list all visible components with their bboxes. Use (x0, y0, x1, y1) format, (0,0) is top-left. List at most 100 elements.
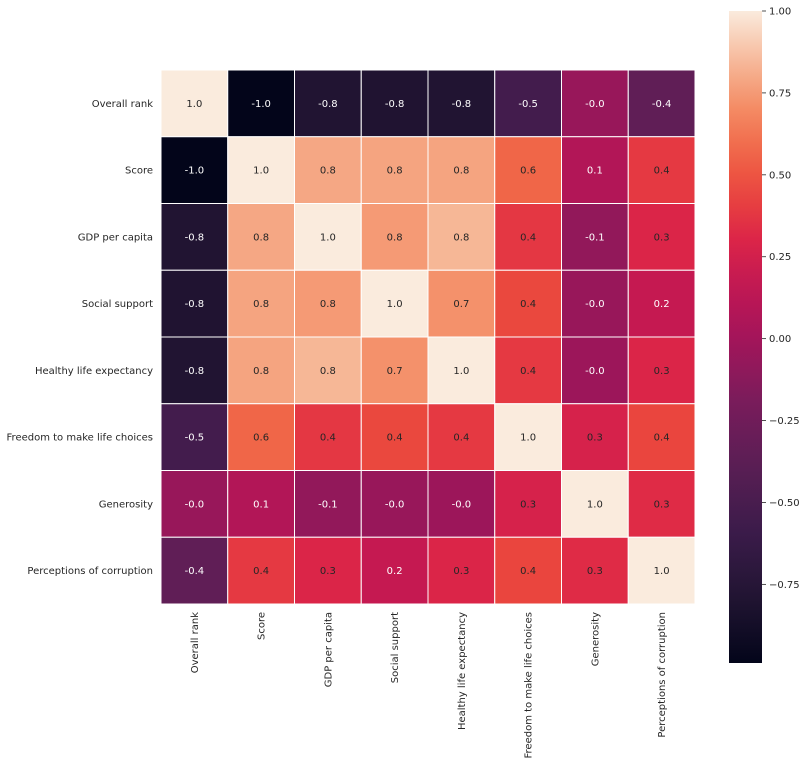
cell-annotation: 0.7 (453, 299, 469, 310)
cell-annotation: 0.3 (453, 566, 469, 577)
cell-annotation: 0.3 (320, 566, 336, 577)
cell-annotation: 0.3 (654, 366, 670, 377)
cell-annotation: 0.4 (453, 433, 469, 444)
x-tick-label: Overall rank (190, 612, 201, 673)
cell-annotation: 1.0 (186, 99, 202, 110)
y-tick-label: Overall rank (92, 99, 153, 110)
cell-annotation: -0.0 (452, 499, 472, 510)
x-tick-label: GDP per capita (323, 612, 334, 687)
cell-annotation: 0.1 (253, 499, 269, 510)
y-tick-label: Generosity (99, 499, 153, 510)
cell-annotation: 0.3 (654, 232, 670, 243)
colorbar-tick-label: 0.75 (769, 88, 791, 99)
heatmap-cell (627, 470, 696, 538)
cell-annotation: 0.3 (654, 499, 670, 510)
cell-annotation: 1.0 (587, 499, 603, 510)
colorbar-tick-label: 0.25 (769, 252, 791, 263)
heatmap-cell (227, 536, 295, 605)
heatmap-cell (294, 403, 362, 471)
cell-annotation: -0.0 (585, 366, 605, 377)
cell-annotation: -0.1 (585, 232, 605, 243)
cell-annotation: 0.8 (320, 299, 336, 310)
y-tick-label: Freedom to make life choices (7, 433, 153, 444)
heatmap-cell (160, 470, 229, 538)
x-tick-label: Score (257, 612, 268, 640)
heatmap-cell (561, 403, 629, 471)
heatmap-cell (627, 403, 696, 471)
heatmap-cell (360, 69, 429, 138)
cell-annotation: -0.0 (385, 499, 405, 510)
heatmap-cell (360, 336, 429, 405)
heatmap-cell (294, 203, 362, 271)
heatmap-cell (494, 403, 562, 471)
cell-annotation: 0.7 (387, 366, 403, 377)
cell-annotation: 0.3 (520, 499, 536, 510)
heatmap-cell (227, 69, 295, 138)
x-axis-labels: Overall rank Score GDP per capita Social su… (190, 612, 668, 759)
heatmap-cell (360, 536, 429, 605)
heatmap-cell (494, 69, 562, 138)
heatmap-cell (227, 136, 295, 204)
y-tick-label: Healthy life expectancy (35, 366, 153, 377)
cell-annotation: 1.0 (320, 232, 336, 243)
heatmap-cell (160, 269, 229, 338)
cell-annotation: -0.4 (185, 566, 205, 577)
cell-annotation: -0.0 (185, 499, 205, 510)
cell-annotation: 0.4 (654, 166, 670, 177)
heatmap-cell (627, 203, 696, 271)
heatmap-cell (427, 203, 496, 271)
colorbar: 1.00 0.75 0.50 0.25 0.00 −0.25 −0.50 −0.75 (729, 7, 800, 663)
cell-annotation: 0.3 (587, 433, 603, 444)
cell-annotation: -0.5 (185, 433, 205, 444)
cell-annotation: -0.4 (652, 99, 672, 110)
x-tick-label: Healthy life expectancy (457, 612, 468, 730)
heatmap-cell (627, 69, 696, 138)
colorbar-tick-label: −0.25 (769, 416, 800, 427)
heatmap-cell (294, 269, 362, 338)
cell-annotation: 0.4 (654, 433, 670, 444)
heatmap-cell (494, 203, 562, 271)
colorbar-tick-label: 0.50 (769, 170, 791, 181)
cell-annotation: 0.4 (253, 566, 269, 577)
cell-annotation: -1.0 (185, 166, 205, 177)
cell-annotation: 1.0 (453, 366, 469, 377)
heatmap-cells: 1.0 -1.0 -0.8 -0.8 -0.8 -0.5 -0.0 -0.4 -1.0 1.0 0.… (160, 69, 696, 605)
cell-annotation: 0.4 (520, 232, 536, 243)
heatmap-cell (494, 536, 562, 605)
y-tick-label: Social support (82, 299, 153, 310)
heatmap-cell (561, 336, 629, 405)
heatmap-cell (427, 269, 496, 338)
cell-annotation: 1.0 (654, 566, 670, 577)
colorbar-ticks: 1.00 0.75 0.50 0.25 0.00 −0.25 −0.50 −0.75 (762, 7, 800, 591)
heatmap-cell (561, 470, 629, 538)
cell-annotation: 0.8 (253, 232, 269, 243)
cell-annotation: -0.8 (185, 366, 205, 377)
cell-annotation: 0.8 (453, 166, 469, 177)
heatmap-cell (294, 536, 362, 605)
cell-annotation: 0.8 (253, 299, 269, 310)
heatmap-cell (360, 136, 429, 204)
cell-annotation: 0.1 (587, 166, 603, 177)
heatmap-cell (627, 336, 696, 405)
heatmap-cell (294, 470, 362, 538)
cell-annotation: 0.2 (387, 566, 403, 577)
cell-annotation: 0.8 (387, 166, 403, 177)
x-tick-label: Social support (390, 612, 401, 683)
cell-annotation: 1.0 (387, 299, 403, 310)
y-axis-labels: Overall rank Score GDP per capita Social su… (7, 99, 154, 577)
heatmap-cell (227, 203, 295, 271)
cell-annotation: 0.4 (520, 566, 536, 577)
heatmap-cell (494, 136, 562, 204)
heatmap-cell (227, 470, 295, 538)
cell-annotation: 0.8 (320, 166, 336, 177)
cell-annotation: 0.8 (253, 366, 269, 377)
cell-annotation: 0.4 (387, 433, 403, 444)
heatmap-cell (160, 536, 229, 605)
cell-annotation: -1.0 (251, 99, 271, 110)
cell-annotation: -0.8 (185, 299, 205, 310)
cell-annotation: -0.1 (318, 499, 338, 510)
heatmap-cell (627, 136, 696, 204)
cell-annotation: -0.8 (385, 99, 405, 110)
cell-annotation: -0.0 (585, 299, 605, 310)
heatmap-cell (160, 203, 229, 271)
